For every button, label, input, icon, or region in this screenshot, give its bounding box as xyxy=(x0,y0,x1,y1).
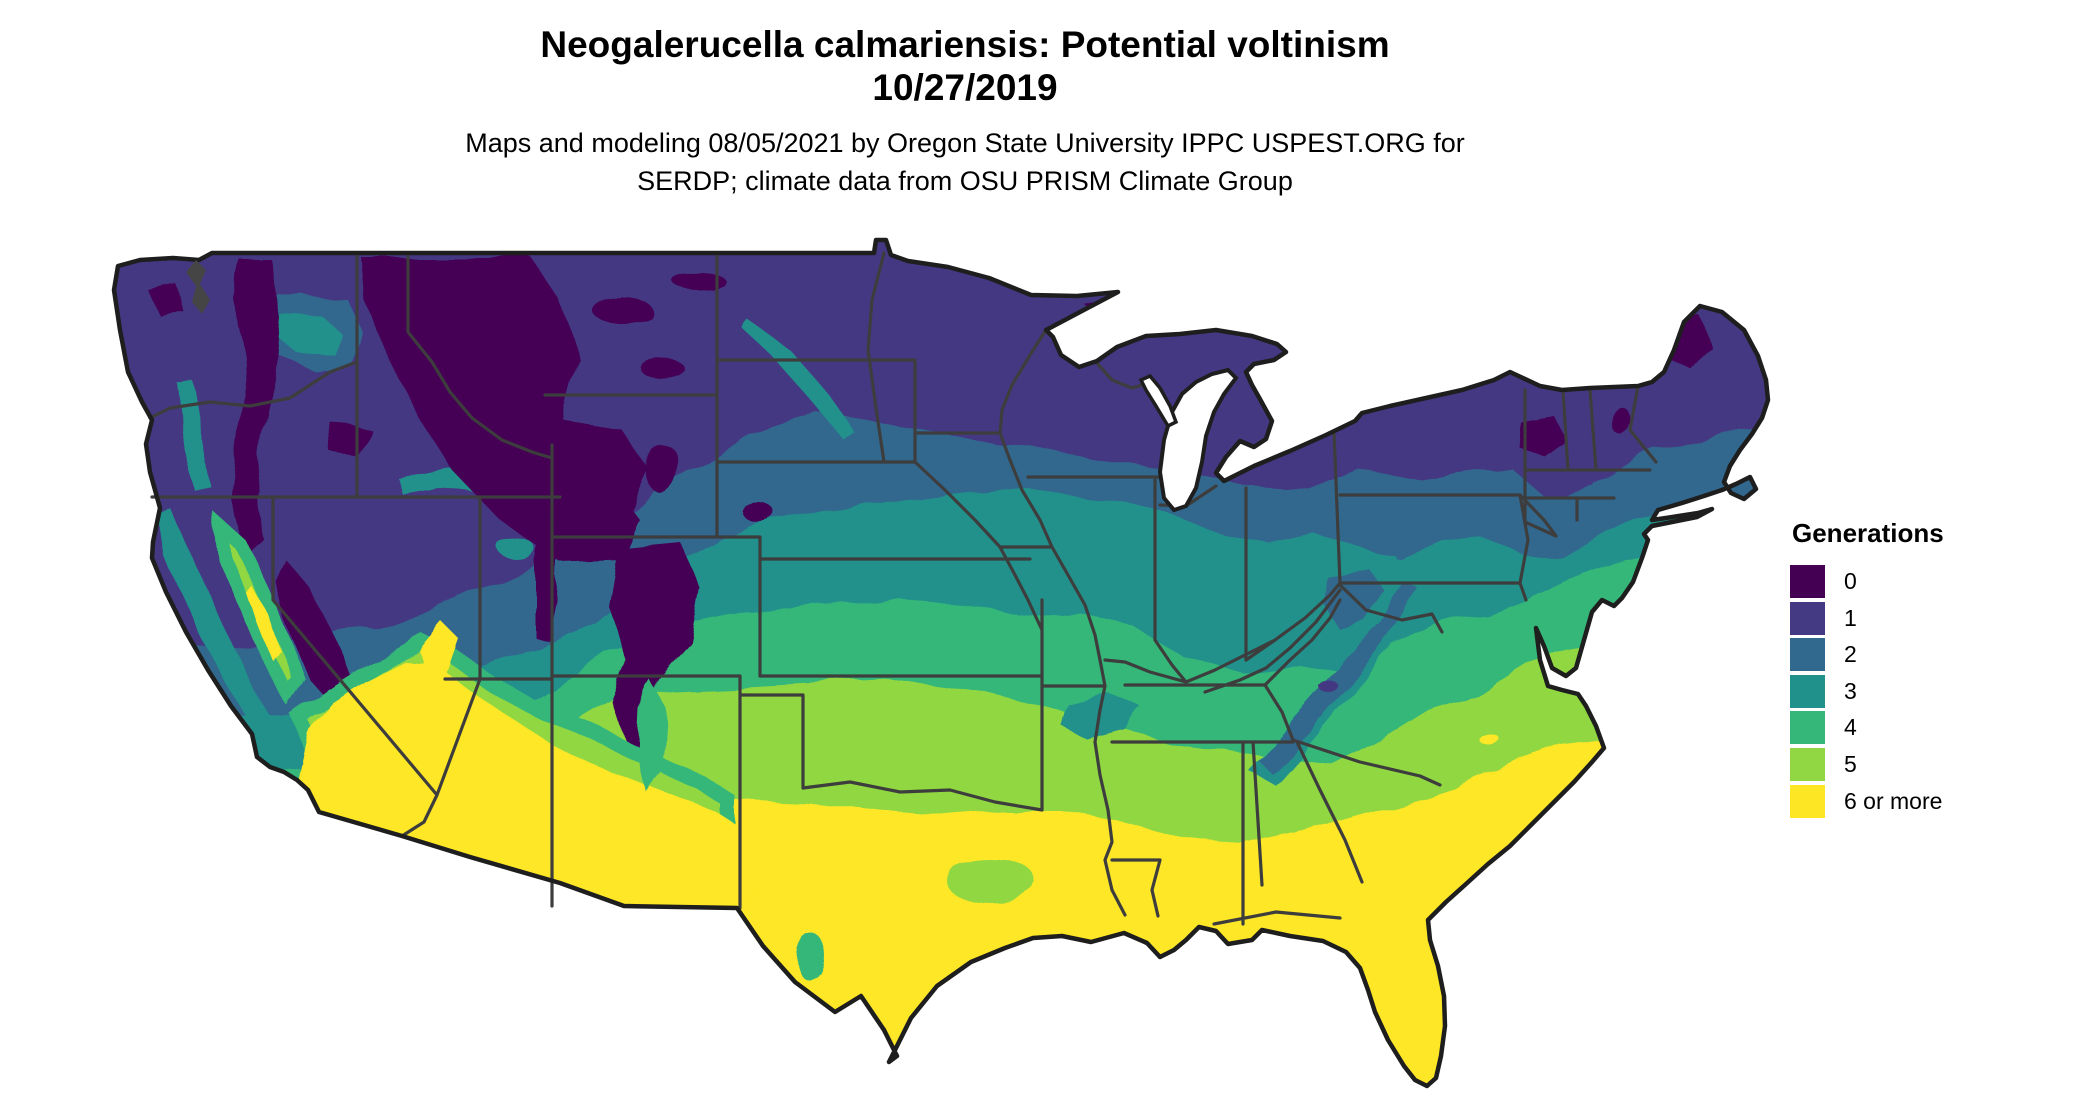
region-adirondacks xyxy=(1520,418,1568,458)
region-northern-rockies xyxy=(360,256,640,562)
region-bighorn xyxy=(648,444,680,496)
legend-title: Generations xyxy=(1792,518,1944,548)
legend-swatch xyxy=(1790,784,1825,818)
us-outline xyxy=(111,237,1771,1089)
region-appalachian-blue xyxy=(1258,582,1418,774)
legend-row: 6 or more xyxy=(1790,784,2090,818)
credit-line-2: SERDP; climate data from OSU PRISM Clima… xyxy=(637,166,1293,197)
region-olympics xyxy=(148,284,182,316)
region-cascades xyxy=(232,258,282,556)
region-nc-coast-yellow xyxy=(1482,736,1502,748)
legend-swatch xyxy=(1790,565,1825,598)
legend-label: 6 or more xyxy=(1844,787,1943,814)
region-nm-rio-grande xyxy=(636,682,664,792)
puget-sound xyxy=(186,260,210,314)
region-black-hills xyxy=(742,503,774,521)
legend-row: 4 xyxy=(1790,711,2090,745)
region-smokies-indigo xyxy=(1320,682,1340,694)
region-colorado-rockies xyxy=(608,542,702,752)
legend-swatch xyxy=(1790,601,1825,635)
legend-row: 5 xyxy=(1790,747,2090,781)
legend-row: 3 xyxy=(1790,674,2090,708)
region-davis-mountains xyxy=(797,934,827,982)
map-credit: Maps and modeling 08/05/2021 by Oregon S… xyxy=(0,124,1930,201)
region-hill-country xyxy=(944,860,1036,900)
region-vegas-finger xyxy=(418,622,460,680)
state-borders xyxy=(148,251,1658,926)
legend-swatch xyxy=(1790,747,1825,781)
legend-label: 4 xyxy=(1844,714,1857,741)
lake-michigan xyxy=(1157,367,1239,513)
legend-label: 3 xyxy=(1844,677,1857,704)
map-title: Neogalerucella calmariensis: Potential v… xyxy=(540,24,1390,65)
region-yellowstone xyxy=(560,420,650,512)
region-columbia-basin-core xyxy=(276,314,340,352)
region-blue-mountains xyxy=(328,420,372,462)
legend-label: 5 xyxy=(1844,750,1857,777)
legend-label: 1 xyxy=(1844,604,1857,631)
region-central-valley-core xyxy=(247,586,280,658)
green-bay xyxy=(1138,373,1179,429)
legend-label: 0 xyxy=(1844,568,1857,594)
legend-swatch xyxy=(1790,711,1825,745)
region-montana-patch-2 xyxy=(640,358,684,378)
legend-swatch xyxy=(1790,674,1825,708)
region-nd-missouri-river xyxy=(740,318,856,442)
region-white-mountains xyxy=(1610,406,1630,434)
region-ca-coast-range xyxy=(158,512,298,768)
region-great-salt-lake-valley xyxy=(498,537,534,559)
credit-line-1: Maps and modeling 08/05/2021 by Oregon S… xyxy=(465,127,1465,158)
legend-label: 2 xyxy=(1844,641,1857,668)
map-date: 10/27/2019 xyxy=(872,66,1058,108)
legend-row: 0 xyxy=(1790,565,2090,598)
region-montana-patch-1 xyxy=(592,297,652,323)
region-willamette-valley xyxy=(176,380,210,492)
region-sw-desert-yellow xyxy=(296,660,762,908)
figure-header: Neogalerucella calmariensis: Potential v… xyxy=(0,24,1930,200)
legend-row: 2 xyxy=(1790,638,2090,672)
region-montana-patch-3 xyxy=(674,272,726,292)
legend: Generations 0 1 2 3 4 5 6 or more xyxy=(1790,518,2090,821)
legend-rows: 0 1 2 3 4 5 6 or more xyxy=(1790,565,2090,818)
legend-row: 1 xyxy=(1790,601,2090,635)
legend-swatch xyxy=(1790,638,1825,672)
